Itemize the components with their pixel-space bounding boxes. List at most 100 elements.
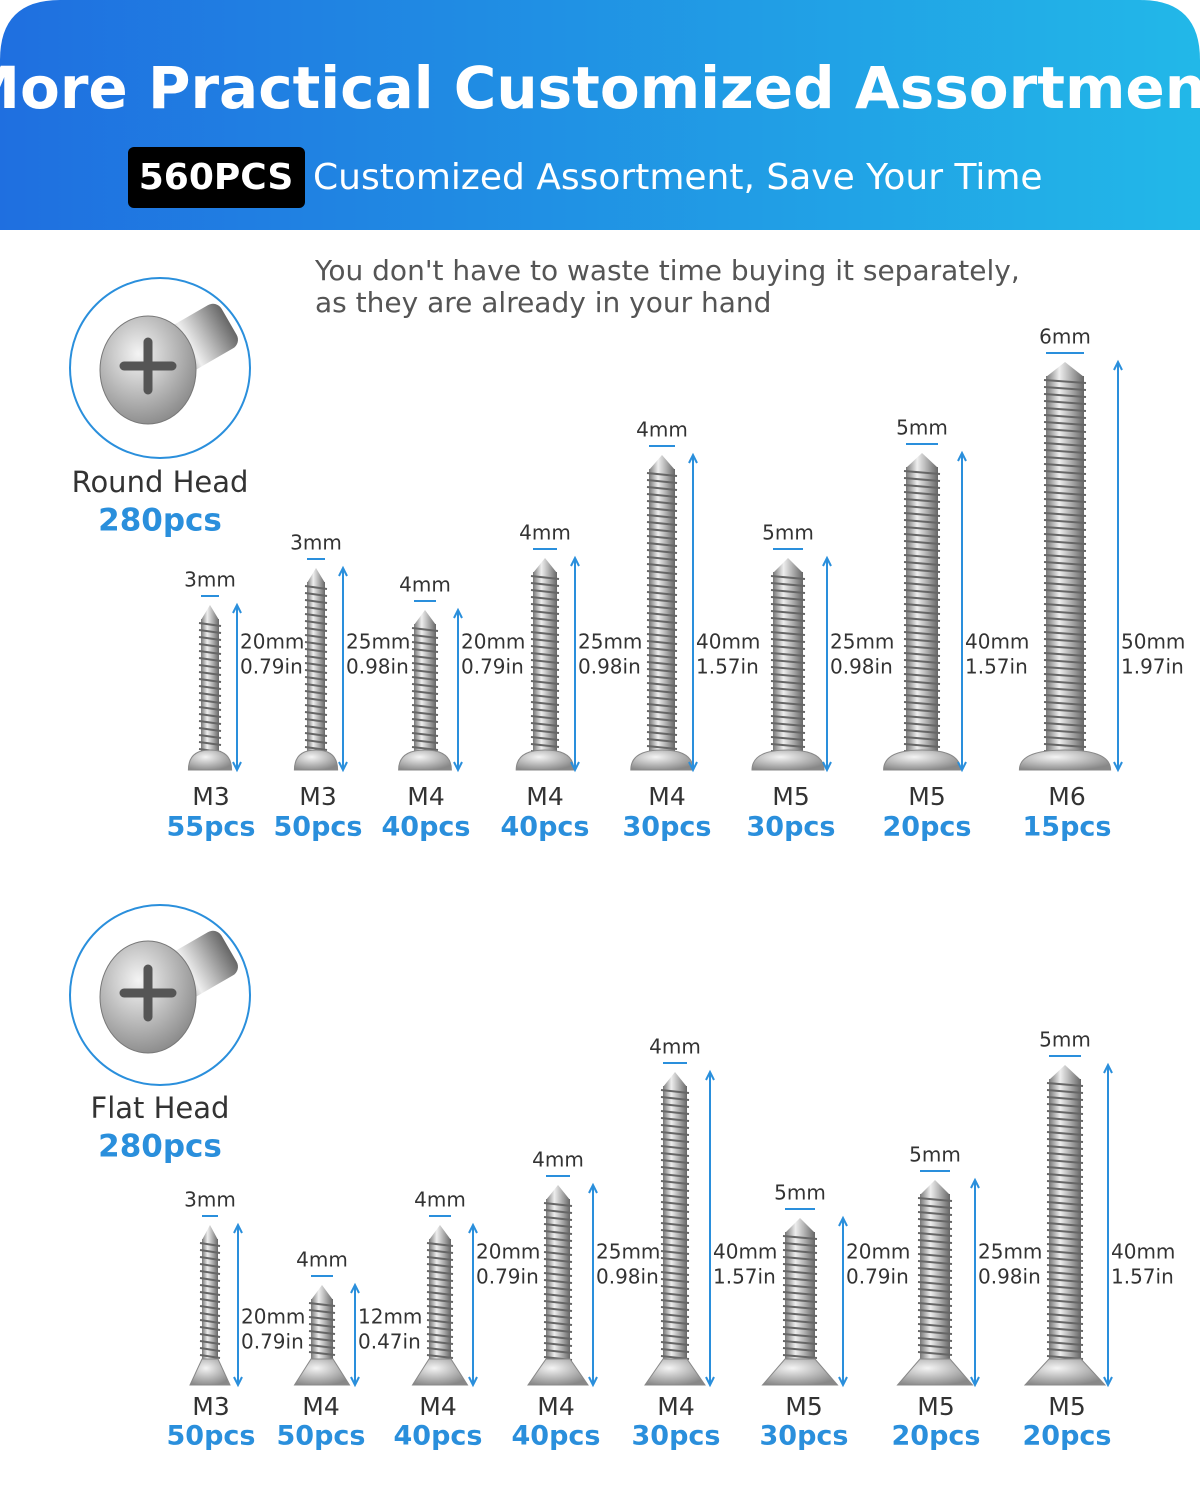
tip — [663, 1072, 687, 1087]
thread — [917, 1204, 953, 1209]
thread — [304, 613, 328, 618]
diameter-label: 5mm — [896, 416, 948, 440]
thread — [1043, 463, 1087, 468]
thread — [646, 500, 678, 505]
length-mm: 40mm — [713, 1240, 777, 1264]
thread — [530, 729, 560, 734]
thread — [411, 627, 439, 632]
screw — [293, 1285, 351, 1386]
badge-bg — [128, 147, 305, 208]
screw — [398, 610, 452, 771]
thread — [770, 638, 806, 643]
shaft — [311, 1299, 333, 1359]
thread — [426, 1340, 454, 1345]
thread — [660, 1271, 690, 1276]
thread — [660, 1320, 690, 1325]
thread — [903, 736, 941, 741]
diameter-label: 4mm — [414, 1188, 466, 1212]
length-mm: 25mm — [978, 1240, 1042, 1264]
thread — [1043, 421, 1087, 426]
thread — [646, 640, 678, 645]
thread — [903, 722, 941, 727]
thread — [1043, 568, 1087, 573]
thread — [426, 1270, 454, 1275]
thread — [426, 1305, 454, 1310]
size-label: M3 — [192, 782, 229, 811]
head — [1023, 1358, 1107, 1386]
thread — [770, 617, 806, 622]
thread — [1043, 624, 1087, 629]
thread — [646, 654, 678, 659]
thread — [543, 1328, 573, 1333]
arrow-head — [838, 1215, 848, 1388]
length-mm: 40mm — [1111, 1240, 1175, 1264]
length-in: 0.79in — [240, 655, 303, 679]
length-mm: 20mm — [846, 1240, 910, 1264]
head — [411, 1358, 469, 1386]
head — [398, 749, 452, 771]
thread — [770, 589, 806, 594]
thread — [903, 729, 941, 734]
size-label: M5 — [908, 782, 945, 811]
thread — [1046, 1320, 1084, 1325]
thread — [1046, 1341, 1084, 1346]
count-label: 50pcs — [277, 1421, 366, 1452]
count-label: 55pcs — [167, 812, 256, 843]
thread — [530, 743, 560, 748]
thread — [543, 1251, 573, 1256]
thread — [1046, 1201, 1084, 1206]
thread — [917, 1351, 953, 1356]
thread — [660, 1264, 690, 1269]
thread — [1043, 603, 1087, 608]
diameter-label: 4mm — [296, 1248, 348, 1272]
thread — [411, 683, 439, 688]
thread — [770, 666, 806, 671]
thread — [917, 1211, 953, 1216]
thread — [917, 1197, 953, 1202]
thread — [903, 498, 941, 503]
thread — [198, 706, 222, 711]
thread — [198, 678, 222, 683]
thread — [903, 624, 941, 629]
thread — [543, 1272, 573, 1277]
thread — [646, 472, 678, 477]
thread — [770, 680, 806, 685]
thread — [199, 1312, 221, 1317]
thread — [903, 589, 941, 594]
thread — [782, 1326, 818, 1331]
thread — [543, 1293, 573, 1298]
thread — [308, 1330, 336, 1335]
count-label: 30pcs — [623, 812, 712, 843]
group-total: 280pcs — [98, 503, 222, 539]
size-label: M4 — [537, 1392, 574, 1421]
thread — [1043, 512, 1087, 517]
thread — [304, 662, 328, 667]
thread — [304, 718, 328, 723]
arrow-head — [957, 450, 967, 773]
thread — [903, 484, 941, 489]
thread — [917, 1330, 953, 1335]
thread — [1043, 379, 1087, 384]
thread — [660, 1173, 690, 1178]
thread — [543, 1307, 573, 1312]
thread — [903, 645, 941, 650]
thread — [660, 1152, 690, 1157]
thread — [304, 585, 328, 590]
diameter-label: 3mm — [184, 1188, 236, 1212]
thread — [660, 1222, 690, 1227]
thread — [782, 1235, 818, 1240]
thread — [199, 1326, 221, 1331]
thread — [903, 596, 941, 601]
thread — [530, 666, 560, 671]
thread — [646, 703, 678, 708]
thread — [308, 1316, 336, 1321]
thread — [530, 596, 560, 601]
length-mm: 25mm — [830, 630, 894, 654]
thread — [530, 715, 560, 720]
size-label: M5 — [917, 1392, 954, 1421]
thread — [917, 1260, 953, 1265]
thread — [903, 526, 941, 531]
thread — [304, 655, 328, 660]
thread — [308, 1323, 336, 1328]
thread — [1043, 484, 1087, 489]
